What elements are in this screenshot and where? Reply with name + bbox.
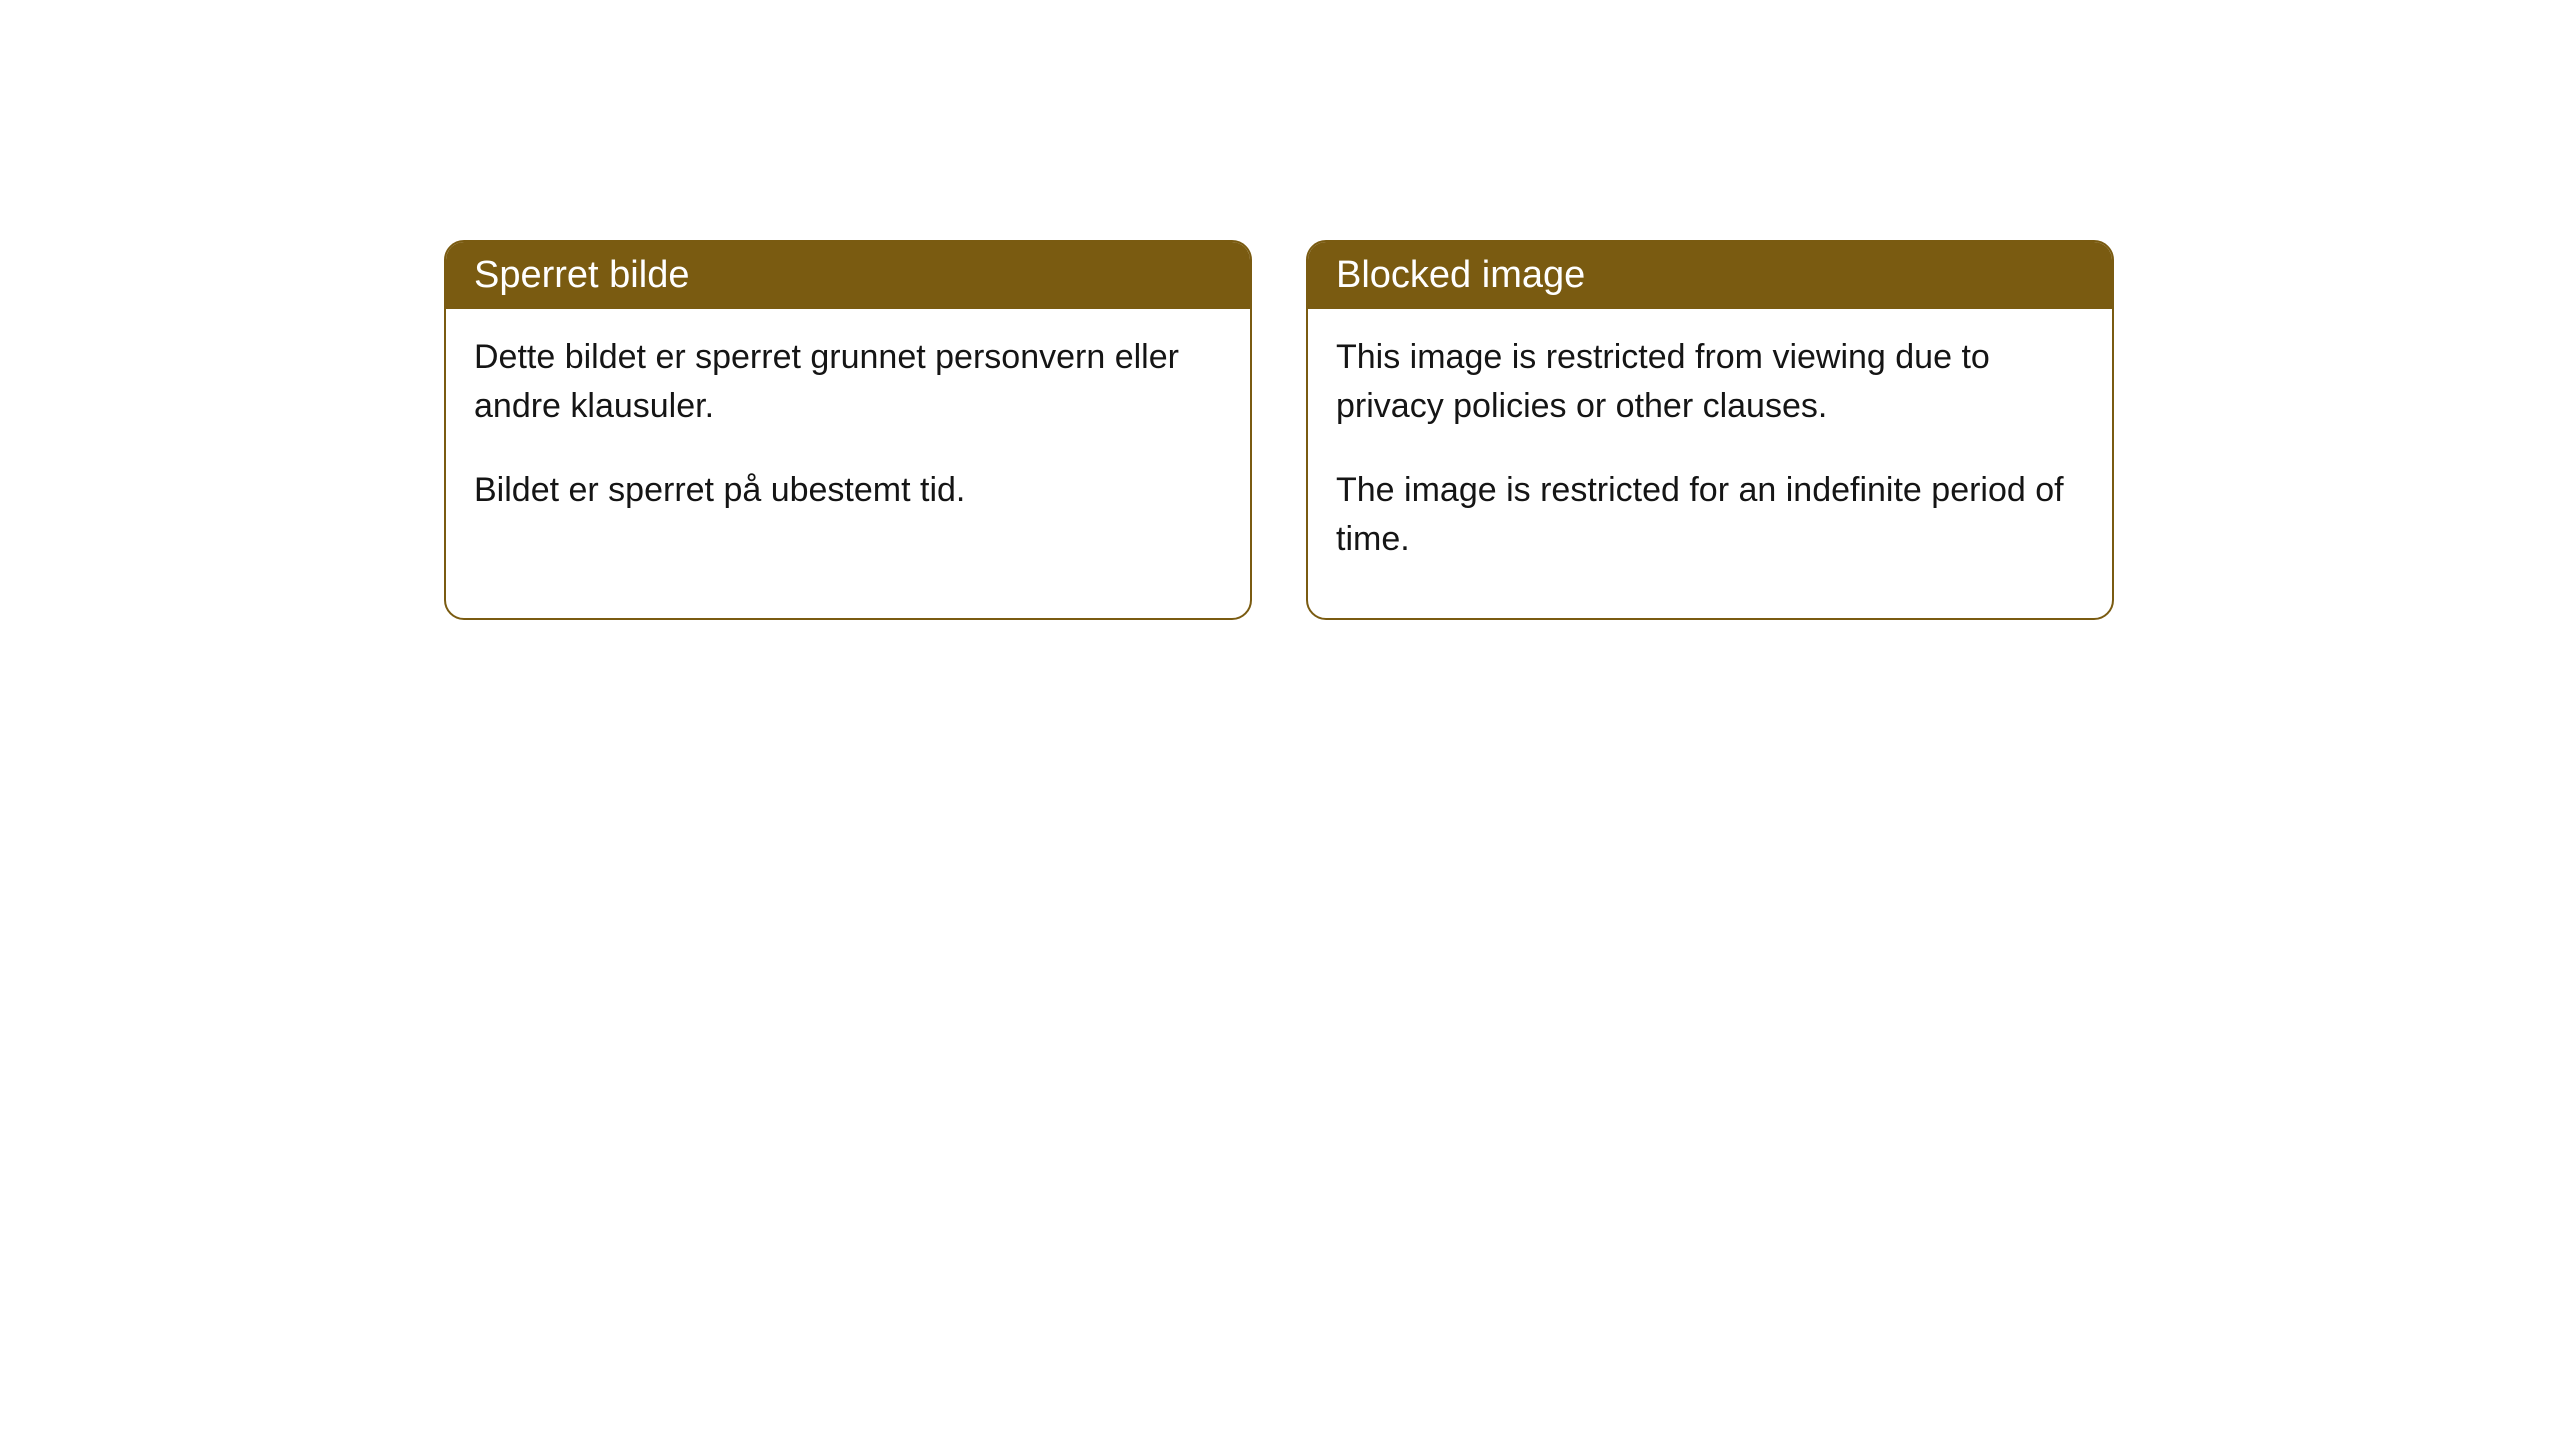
card-english: Blocked image This image is restricted f… (1306, 240, 2114, 620)
cards-container: Sperret bilde Dette bildet er sperret gr… (0, 0, 2560, 620)
card-body: This image is restricted from viewing du… (1308, 309, 2112, 618)
card-header: Blocked image (1308, 242, 2112, 309)
card-paragraph: This image is restricted from viewing du… (1336, 333, 2084, 432)
card-paragraph: Dette bildet er sperret grunnet personve… (474, 333, 1222, 432)
card-paragraph: The image is restricted for an indefinit… (1336, 466, 2084, 565)
card-header: Sperret bilde (446, 242, 1250, 309)
card-paragraph: Bildet er sperret på ubestemt tid. (474, 466, 1222, 515)
card-norwegian: Sperret bilde Dette bildet er sperret gr… (444, 240, 1252, 620)
card-body: Dette bildet er sperret grunnet personve… (446, 309, 1250, 569)
